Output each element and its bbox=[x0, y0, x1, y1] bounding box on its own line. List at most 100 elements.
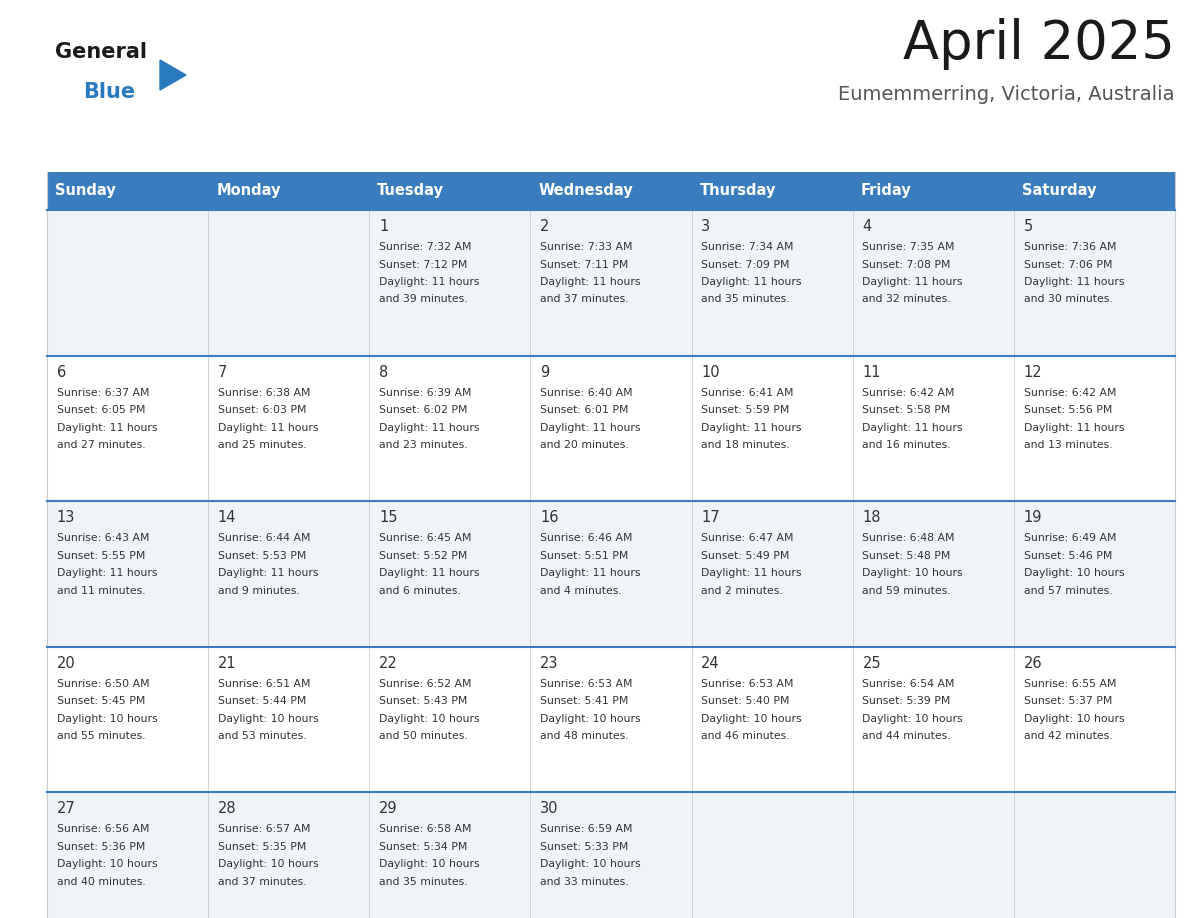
Text: 3: 3 bbox=[701, 219, 710, 234]
Text: Sunrise: 7:32 AM: Sunrise: 7:32 AM bbox=[379, 242, 472, 252]
Text: Sunrise: 7:34 AM: Sunrise: 7:34 AM bbox=[701, 242, 794, 252]
Text: 28: 28 bbox=[217, 801, 236, 816]
Text: Sunrise: 6:43 AM: Sunrise: 6:43 AM bbox=[57, 533, 150, 543]
Text: Daylight: 11 hours: Daylight: 11 hours bbox=[217, 422, 318, 432]
Text: Daylight: 10 hours: Daylight: 10 hours bbox=[217, 714, 318, 723]
Text: Daylight: 11 hours: Daylight: 11 hours bbox=[57, 568, 157, 578]
Text: Sunrise: 7:33 AM: Sunrise: 7:33 AM bbox=[541, 242, 632, 252]
Text: and 6 minutes.: and 6 minutes. bbox=[379, 586, 461, 596]
Text: Blue: Blue bbox=[83, 82, 135, 102]
Text: and 16 minutes.: and 16 minutes. bbox=[862, 440, 952, 450]
Text: 16: 16 bbox=[541, 510, 558, 525]
Text: Sunset: 5:58 PM: Sunset: 5:58 PM bbox=[862, 405, 950, 415]
Text: Sunrise: 6:42 AM: Sunrise: 6:42 AM bbox=[862, 387, 955, 397]
Bar bbox=[48, 210, 1175, 355]
Text: and 9 minutes.: and 9 minutes. bbox=[217, 586, 299, 596]
Text: Wednesday: Wednesday bbox=[538, 184, 633, 198]
Bar bbox=[48, 501, 1175, 647]
Text: 27: 27 bbox=[57, 801, 75, 816]
Text: Daylight: 11 hours: Daylight: 11 hours bbox=[701, 277, 802, 287]
Text: and 37 minutes.: and 37 minutes. bbox=[217, 877, 307, 887]
Text: Daylight: 10 hours: Daylight: 10 hours bbox=[862, 568, 963, 578]
Text: 22: 22 bbox=[379, 655, 398, 671]
Text: Sunset: 5:51 PM: Sunset: 5:51 PM bbox=[541, 551, 628, 561]
Text: 24: 24 bbox=[701, 655, 720, 671]
Text: and 39 minutes.: and 39 minutes. bbox=[379, 295, 468, 305]
Text: Daylight: 11 hours: Daylight: 11 hours bbox=[57, 422, 157, 432]
Text: Sunset: 5:45 PM: Sunset: 5:45 PM bbox=[57, 696, 145, 706]
Text: Sunset: 5:48 PM: Sunset: 5:48 PM bbox=[862, 551, 950, 561]
Text: Sunset: 5:44 PM: Sunset: 5:44 PM bbox=[217, 696, 307, 706]
Text: 29: 29 bbox=[379, 801, 398, 816]
Text: Sunrise: 6:49 AM: Sunrise: 6:49 AM bbox=[1024, 533, 1116, 543]
Text: and 50 minutes.: and 50 minutes. bbox=[379, 732, 468, 742]
Text: Daylight: 11 hours: Daylight: 11 hours bbox=[541, 422, 640, 432]
Text: Sunrise: 6:58 AM: Sunrise: 6:58 AM bbox=[379, 824, 472, 834]
Text: Daylight: 10 hours: Daylight: 10 hours bbox=[217, 859, 318, 869]
Text: and 35 minutes.: and 35 minutes. bbox=[379, 877, 468, 887]
Text: and 46 minutes.: and 46 minutes. bbox=[701, 732, 790, 742]
Text: Sunrise: 6:59 AM: Sunrise: 6:59 AM bbox=[541, 824, 632, 834]
Text: April 2025: April 2025 bbox=[903, 18, 1175, 70]
Text: Sunrise: 6:48 AM: Sunrise: 6:48 AM bbox=[862, 533, 955, 543]
Text: Daylight: 10 hours: Daylight: 10 hours bbox=[862, 714, 963, 723]
Text: Sunrise: 6:40 AM: Sunrise: 6:40 AM bbox=[541, 387, 633, 397]
Text: 30: 30 bbox=[541, 801, 558, 816]
Text: Sunset: 5:59 PM: Sunset: 5:59 PM bbox=[701, 405, 790, 415]
Text: Daylight: 11 hours: Daylight: 11 hours bbox=[541, 277, 640, 287]
Text: Daylight: 11 hours: Daylight: 11 hours bbox=[701, 422, 802, 432]
Text: and 48 minutes.: and 48 minutes. bbox=[541, 732, 628, 742]
Text: Sunrise: 6:51 AM: Sunrise: 6:51 AM bbox=[217, 678, 310, 688]
Text: 10: 10 bbox=[701, 364, 720, 380]
Text: Daylight: 11 hours: Daylight: 11 hours bbox=[217, 568, 318, 578]
Text: Sunrise: 7:36 AM: Sunrise: 7:36 AM bbox=[1024, 242, 1116, 252]
Text: Sunset: 5:40 PM: Sunset: 5:40 PM bbox=[701, 696, 790, 706]
Text: 18: 18 bbox=[862, 510, 880, 525]
Text: Sunset: 5:39 PM: Sunset: 5:39 PM bbox=[862, 696, 950, 706]
Text: Daylight: 10 hours: Daylight: 10 hours bbox=[701, 714, 802, 723]
Text: 25: 25 bbox=[862, 655, 881, 671]
Text: Daylight: 10 hours: Daylight: 10 hours bbox=[57, 859, 157, 869]
Text: Sunset: 5:46 PM: Sunset: 5:46 PM bbox=[1024, 551, 1112, 561]
Text: Daylight: 10 hours: Daylight: 10 hours bbox=[57, 714, 157, 723]
Text: Sunset: 5:49 PM: Sunset: 5:49 PM bbox=[701, 551, 790, 561]
Text: Daylight: 10 hours: Daylight: 10 hours bbox=[1024, 714, 1124, 723]
Text: and 4 minutes.: and 4 minutes. bbox=[541, 586, 621, 596]
Text: Daylight: 10 hours: Daylight: 10 hours bbox=[541, 714, 640, 723]
Text: Sunrise: 6:37 AM: Sunrise: 6:37 AM bbox=[57, 387, 150, 397]
Text: Daylight: 11 hours: Daylight: 11 hours bbox=[1024, 277, 1124, 287]
Text: Sunrise: 6:44 AM: Sunrise: 6:44 AM bbox=[217, 533, 310, 543]
Text: 13: 13 bbox=[57, 510, 75, 525]
Text: Daylight: 11 hours: Daylight: 11 hours bbox=[862, 277, 963, 287]
Text: Daylight: 11 hours: Daylight: 11 hours bbox=[701, 568, 802, 578]
Text: Daylight: 10 hours: Daylight: 10 hours bbox=[379, 859, 480, 869]
Text: Sunset: 5:43 PM: Sunset: 5:43 PM bbox=[379, 696, 467, 706]
Text: Sunset: 7:06 PM: Sunset: 7:06 PM bbox=[1024, 260, 1112, 270]
Text: 11: 11 bbox=[862, 364, 880, 380]
Text: and 55 minutes.: and 55 minutes. bbox=[57, 732, 145, 742]
Text: and 20 minutes.: and 20 minutes. bbox=[541, 440, 628, 450]
Text: and 32 minutes.: and 32 minutes. bbox=[862, 295, 952, 305]
Text: Daylight: 11 hours: Daylight: 11 hours bbox=[1024, 422, 1124, 432]
Text: Sunset: 5:55 PM: Sunset: 5:55 PM bbox=[57, 551, 145, 561]
Text: Daylight: 11 hours: Daylight: 11 hours bbox=[541, 568, 640, 578]
Text: and 30 minutes.: and 30 minutes. bbox=[1024, 295, 1112, 305]
Text: 7: 7 bbox=[217, 364, 227, 380]
Text: and 13 minutes.: and 13 minutes. bbox=[1024, 440, 1112, 450]
Text: Sunset: 6:02 PM: Sunset: 6:02 PM bbox=[379, 405, 467, 415]
Text: 12: 12 bbox=[1024, 364, 1042, 380]
Text: Sunset: 5:52 PM: Sunset: 5:52 PM bbox=[379, 551, 467, 561]
Text: Sunset: 5:35 PM: Sunset: 5:35 PM bbox=[217, 842, 307, 852]
Text: 19: 19 bbox=[1024, 510, 1042, 525]
Text: Daylight: 11 hours: Daylight: 11 hours bbox=[379, 277, 480, 287]
Text: Sunrise: 6:47 AM: Sunrise: 6:47 AM bbox=[701, 533, 794, 543]
Text: and 25 minutes.: and 25 minutes. bbox=[217, 440, 307, 450]
Text: Tuesday: Tuesday bbox=[378, 184, 444, 198]
Text: 21: 21 bbox=[217, 655, 236, 671]
Text: 8: 8 bbox=[379, 364, 388, 380]
Text: Daylight: 11 hours: Daylight: 11 hours bbox=[862, 422, 963, 432]
Text: Sunrise: 6:42 AM: Sunrise: 6:42 AM bbox=[1024, 387, 1116, 397]
Text: 23: 23 bbox=[541, 655, 558, 671]
Text: Sunrise: 6:50 AM: Sunrise: 6:50 AM bbox=[57, 678, 150, 688]
Text: Sunset: 5:36 PM: Sunset: 5:36 PM bbox=[57, 842, 145, 852]
